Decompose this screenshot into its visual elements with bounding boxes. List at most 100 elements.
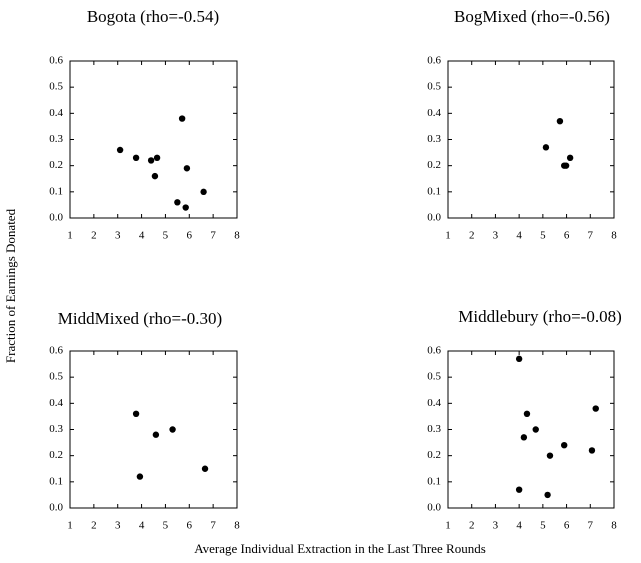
point [201,465,209,472]
x-tick-label: 5 [540,520,546,532]
x-tick-label: 8 [234,230,240,242]
y-tick-label: 0.1 [49,475,63,487]
x-tick-label: 1 [445,230,451,242]
point [523,410,531,417]
y-tick-label: 0.3 [49,133,63,145]
y-tick-label: 0.5 [427,81,441,93]
point [562,162,570,169]
x-tick-label: 2 [469,520,475,532]
x-tick-label: 3 [493,230,499,242]
y-tick-label: 0.3 [427,133,441,145]
x-tick-label: 1 [445,520,451,532]
x-tick-label: 4 [139,230,145,242]
point [153,154,161,162]
point [152,431,160,438]
y-tick-label: 0.0 [427,212,441,224]
y-tick-label: 0.5 [427,371,441,383]
x-tick-label: 7 [588,230,594,242]
y-tick-label: 0.3 [427,423,441,435]
y-tick-label: 0.1 [49,185,63,197]
x-axis-label: Average Individual Extraction in the Las… [194,541,486,556]
x-tick-label: 8 [611,230,617,242]
panel: MiddMixed (rho=-0.30) 1 2 3 4 5 6 7 8 0.0 0.1 0.2 0.… [49,309,240,532]
y-tick-label: 0.0 [49,212,63,224]
point [542,144,550,151]
x-tick-label: 6 [564,520,570,532]
x-tick-label: 3 [493,520,499,532]
x-tick-label: 4 [516,520,522,532]
x-tick-label: 3 [115,230,121,242]
panel: BogMixed (rho=-0.56) 1 2 3 4 5 6 7 8 0.0 0.1 0.2 0.3… [427,7,617,242]
point [515,486,523,493]
x-tick-label: 8 [611,520,617,532]
x-tick-label: 6 [564,230,570,242]
x-tick-label: 4 [139,520,145,532]
y-tick-label: 0.2 [49,449,63,461]
y-tick-label: 0.5 [49,81,63,93]
point [588,447,596,454]
y-axis-label: Fraction of Earnings Donated [3,208,18,363]
y-tick-label: 0.6 [427,55,441,67]
point [136,473,144,480]
y-tick-label: 0.4 [49,397,63,409]
point [178,115,186,122]
point [200,188,207,196]
y-tick-label: 0.3 [49,423,63,435]
point [132,410,140,417]
point [592,405,599,412]
point [116,146,124,154]
y-tick-label: 0.6 [49,55,63,67]
point [566,154,574,162]
y-tick-label: 0.0 [49,502,63,514]
plot-frame [447,350,615,509]
panel-title: Middlebury (rho=-0.08) [458,307,622,326]
y-tick-label: 0.2 [427,449,441,461]
plot-frame [69,350,238,509]
x-tick-label: 2 [91,230,97,242]
x-tick-label: 7 [210,520,216,532]
point [556,117,564,125]
x-tick-label: 1 [67,230,73,242]
x-tick-label: 3 [115,520,121,532]
panel: Middlebury (rho=-0.08) 1 2 3 4 5 6 7 8 0.0 0.1 0.2 0… [427,307,622,532]
y-tick-label: 0.5 [49,371,63,383]
x-tick-label: 7 [210,230,216,242]
x-tick-label: 8 [234,520,240,532]
point [515,355,523,363]
plot-frame [447,60,615,219]
point [147,157,155,164]
point [174,199,181,206]
point [151,172,159,180]
point [520,434,528,441]
y-tick-label: 0.2 [427,159,441,171]
x-tick-label: 7 [588,520,594,532]
y-tick-label: 0.0 [427,502,441,514]
x-tick-label: 5 [163,520,169,532]
plot-frame [69,60,238,219]
point [561,442,568,449]
panel-title: MiddMixed (rho=-0.30) [58,309,222,328]
point [183,165,191,172]
x-tick-label: 4 [516,230,522,242]
point [546,452,554,459]
point [532,426,539,433]
point [132,154,140,162]
point [544,491,551,499]
x-tick-label: 5 [163,230,169,242]
y-tick-label: 0.6 [49,345,63,357]
x-tick-label: 2 [91,520,97,532]
x-tick-label: 6 [187,520,193,532]
y-tick-label: 0.1 [427,185,441,197]
y-tick-label: 0.4 [427,107,441,119]
x-tick-label: 2 [469,230,475,242]
panel-title: BogMixed (rho=-0.56) [454,7,610,26]
panel-title: Bogota (rho=-0.54) [87,7,219,26]
x-tick-label: 5 [540,230,546,242]
panel: Bogota (rho=-0.54) 1 2 3 4 5 6 7 8 0.0 0.1 0.2 0.3 0.… [49,7,240,242]
point [182,204,189,211]
y-tick-label: 0.4 [49,107,63,119]
y-tick-label: 0.1 [427,475,441,487]
x-tick-label: 1 [67,520,73,532]
